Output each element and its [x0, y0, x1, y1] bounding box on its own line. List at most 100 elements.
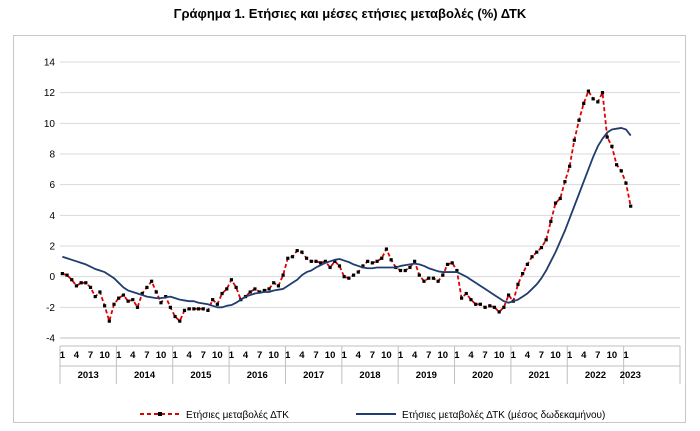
x-tick-label: 1 — [172, 350, 178, 361]
data-point — [582, 101, 586, 105]
data-series — [60, 89, 633, 323]
x-tick-label: 1 — [398, 350, 404, 361]
x-tick-label: 10 — [268, 350, 279, 361]
x-tick-label: 4 — [468, 350, 474, 361]
data-point — [304, 256, 309, 260]
data-point — [553, 201, 558, 205]
data-point — [215, 302, 219, 306]
x-tick-label: 1 — [342, 350, 348, 361]
data-point — [427, 276, 431, 280]
data-point — [464, 291, 468, 296]
year-label: 2021 — [529, 370, 551, 381]
data-point — [474, 302, 478, 306]
data-point — [323, 259, 327, 263]
x-tick-label: 1 — [511, 350, 517, 361]
data-point — [272, 281, 276, 285]
data-point — [469, 298, 473, 302]
data-point — [107, 319, 111, 323]
x-tick-label: 7 — [370, 350, 375, 361]
data-point — [248, 290, 252, 294]
data-point — [206, 308, 210, 312]
x-tick-label: 4 — [525, 350, 531, 361]
x-tick-label: 4 — [412, 350, 418, 361]
data-point — [201, 307, 205, 311]
data-point — [182, 308, 187, 312]
data-point — [173, 314, 177, 319]
y-tick-label: 8 — [49, 150, 55, 161]
data-point — [619, 169, 623, 173]
x-tick-label: 7 — [257, 350, 262, 361]
data-point — [610, 144, 614, 148]
chart-frame — [13, 35, 686, 423]
data-point — [98, 290, 102, 294]
chart-title: Γράφημα 1. Ετήσιες και μέσες ετήσιες μετ… — [173, 6, 527, 21]
data-point — [455, 268, 459, 273]
x-tick-label: 4 — [581, 350, 587, 361]
data-point — [568, 164, 572, 168]
data-point — [436, 279, 440, 283]
data-point — [347, 276, 351, 280]
x-tick-label: 4 — [187, 350, 193, 361]
data-point — [211, 298, 215, 302]
data-point — [417, 273, 421, 277]
data-point — [596, 100, 600, 104]
data-point — [539, 245, 544, 250]
data-point — [591, 97, 595, 101]
data-point — [361, 264, 365, 268]
data-point — [375, 259, 379, 263]
data-point — [65, 273, 69, 277]
data-point — [488, 304, 492, 308]
data-point — [366, 259, 370, 263]
data-point — [535, 250, 539, 254]
data-point — [253, 287, 257, 291]
x-tick-label: 10 — [494, 350, 505, 361]
data-point — [126, 299, 130, 303]
y-tick-label: 0 — [49, 272, 55, 283]
data-point — [629, 204, 633, 208]
y-tick-label: 10 — [44, 119, 56, 130]
data-point — [530, 255, 534, 259]
year-label: 2020 — [472, 370, 493, 381]
x-tick-label: 4 — [74, 350, 80, 361]
data-point — [281, 273, 285, 277]
data-point — [103, 304, 107, 308]
data-point — [413, 259, 417, 263]
data-point — [558, 196, 562, 201]
data-point — [380, 256, 384, 260]
data-point — [295, 249, 299, 253]
data-point — [225, 287, 229, 291]
data-point — [74, 284, 79, 288]
year-label: 2013 — [78, 370, 99, 381]
data-point — [187, 307, 191, 311]
data-point — [135, 305, 140, 309]
data-point — [478, 302, 482, 306]
data-point — [178, 319, 182, 323]
data-point — [398, 268, 403, 273]
year-label: 2022 — [585, 370, 606, 381]
data-point — [525, 262, 529, 266]
data-point — [192, 307, 196, 311]
legend-marker-annual — [158, 412, 162, 416]
x-tick-label: 7 — [595, 350, 600, 361]
data-point — [600, 91, 605, 95]
x-tick-label: 7 — [426, 350, 431, 361]
x-tick-label: 1 — [229, 350, 235, 361]
x-tick-label: 1 — [454, 350, 460, 361]
data-point — [290, 255, 295, 259]
data-point — [140, 291, 144, 296]
x-tick-label: 10 — [381, 350, 392, 361]
data-point — [577, 118, 581, 122]
x-tick-label: 1 — [116, 350, 122, 361]
data-point — [300, 250, 304, 254]
x-tick-label: 10 — [212, 350, 223, 361]
data-point — [492, 305, 497, 309]
x-tick-label: 1 — [60, 350, 66, 361]
data-point — [337, 264, 342, 268]
data-point — [431, 276, 436, 280]
x-tick-label: 7 — [313, 350, 318, 361]
data-point — [356, 270, 360, 274]
data-point — [544, 238, 548, 242]
data-point — [262, 288, 266, 293]
legend-label-annual: Ετήσιες μεταβολές ΔΤΚ — [186, 409, 289, 421]
